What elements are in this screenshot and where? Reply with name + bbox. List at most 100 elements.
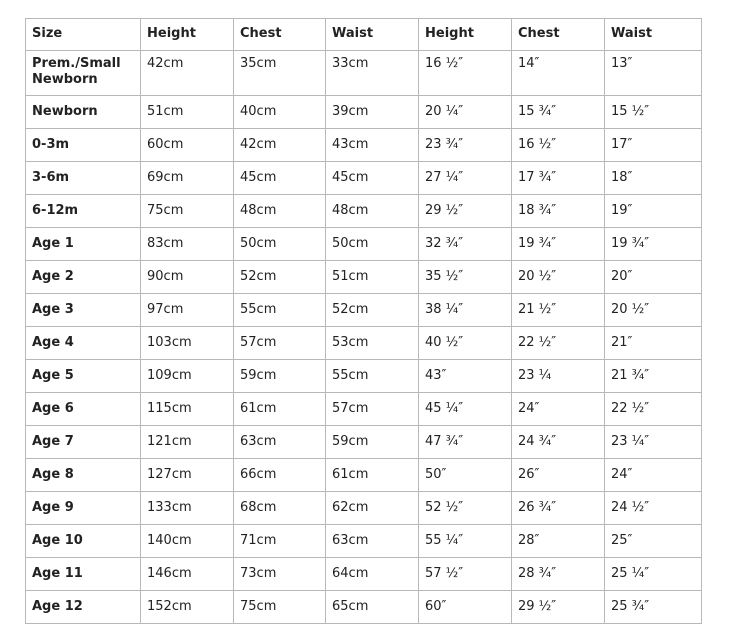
measurement-cell: 23 ¼ (511, 359, 605, 393)
size-cell: 3-6m (25, 161, 141, 195)
measurement-cell: 47 ¾″ (418, 425, 512, 459)
table-row: Age 11 146cm 73cm 64cm 57 ½″ 28 ¾″ 25 ¼″ (25, 557, 702, 591)
measurement-cell: 50cm (325, 227, 419, 261)
measurement-cell: 71cm (233, 524, 326, 558)
measurement-cell: 16 ½″ (511, 128, 605, 162)
table-row: Age 4 103cm 57cm 53cm 40 ½″ 22 ½″ 21″ (25, 326, 702, 360)
size-cell: Age 9 (25, 491, 141, 525)
measurement-cell: 20 ½″ (511, 260, 605, 294)
table-row: Age 2 90cm 52cm 51cm 35 ½″ 20 ½″ 20″ (25, 260, 702, 294)
measurement-cell: 23 ¼″ (604, 425, 702, 459)
column-header: Waist (325, 18, 419, 51)
measurement-cell: 13″ (604, 50, 702, 96)
measurement-cell: 25 ¾″ (604, 590, 702, 624)
measurement-cell: 140cm (140, 524, 234, 558)
measurement-cell: 19 ¾″ (604, 227, 702, 261)
size-cell: Age 6 (25, 392, 141, 426)
measurement-cell: 24 ½″ (604, 491, 702, 525)
column-header: Waist (604, 18, 702, 51)
measurement-cell: 24″ (604, 458, 702, 492)
measurement-cell: 21″ (604, 326, 702, 360)
measurement-cell: 28 ¾″ (511, 557, 605, 591)
measurement-cell: 52cm (325, 293, 419, 327)
size-cell: Age 7 (25, 425, 141, 459)
measurement-cell: 38 ¼″ (418, 293, 512, 327)
size-cell: Age 5 (25, 359, 141, 393)
measurement-cell: 20 ¼″ (418, 95, 512, 129)
size-cell: Age 2 (25, 260, 141, 294)
measurement-cell: 121cm (140, 425, 234, 459)
measurement-cell: 59cm (325, 425, 419, 459)
measurement-cell: 40cm (233, 95, 326, 129)
measurement-cell: 39cm (325, 95, 419, 129)
table-row: Newborn 51cm 40cm 39cm 20 ¼″ 15 ¾″ 15 ½″ (25, 95, 702, 129)
measurement-cell: 43cm (325, 128, 419, 162)
measurement-cell: 103cm (140, 326, 234, 360)
measurement-cell: 52 ½″ (418, 491, 512, 525)
measurement-cell: 50cm (233, 227, 326, 261)
size-cell: Age 1 (25, 227, 141, 261)
size-cell: Age 11 (25, 557, 141, 591)
measurement-cell: 75cm (233, 590, 326, 624)
measurement-cell: 19″ (604, 194, 702, 228)
measurement-cell: 35 ½″ (418, 260, 512, 294)
column-header: Chest (233, 18, 326, 51)
measurement-cell: 24″ (511, 392, 605, 426)
measurement-cell: 60″ (418, 590, 512, 624)
table-row: Age 6 115cm 61cm 57cm 45 ¼″ 24″ 22 ½″ (25, 392, 702, 426)
measurement-cell: 45cm (233, 161, 326, 195)
measurement-cell: 69cm (140, 161, 234, 195)
measurement-cell: 35cm (233, 50, 326, 96)
measurement-cell: 42cm (233, 128, 326, 162)
size-cell: Age 10 (25, 524, 141, 558)
measurement-cell: 40 ½″ (418, 326, 512, 360)
measurement-cell: 16 ½″ (418, 50, 512, 96)
measurement-cell: 25″ (604, 524, 702, 558)
table-row: Age 3 97cm 55cm 52cm 38 ¼″ 21 ½″ 20 ½″ (25, 293, 702, 327)
measurement-cell: 45 ¼″ (418, 392, 512, 426)
measurement-cell: 20″ (604, 260, 702, 294)
measurement-cell: 21 ½″ (511, 293, 605, 327)
table-row: Age 12 152cm 75cm 65cm 60″ 29 ½″ 25 ¾″ (25, 590, 702, 624)
measurement-cell: 24 ¾″ (511, 425, 605, 459)
size-cell: Age 3 (25, 293, 141, 327)
measurement-cell: 127cm (140, 458, 234, 492)
measurement-cell: 28″ (511, 524, 605, 558)
column-header: Height (418, 18, 512, 51)
measurement-cell: 22 ½″ (604, 392, 702, 426)
measurement-cell: 25 ¼″ (604, 557, 702, 591)
measurement-cell: 51cm (325, 260, 419, 294)
measurement-cell: 62cm (325, 491, 419, 525)
measurement-cell: 53cm (325, 326, 419, 360)
measurement-cell: 146cm (140, 557, 234, 591)
measurement-cell: 19 ¾″ (511, 227, 605, 261)
measurement-cell: 57cm (233, 326, 326, 360)
table-row: Age 1 83cm 50cm 50cm 32 ¾″ 19 ¾″ 19 ¾″ (25, 227, 702, 261)
size-cell: Age 12 (25, 590, 141, 624)
measurement-cell: 59cm (233, 359, 326, 393)
measurement-cell: 109cm (140, 359, 234, 393)
measurement-cell: 22 ½″ (511, 326, 605, 360)
measurement-cell: 65cm (325, 590, 419, 624)
measurement-cell: 152cm (140, 590, 234, 624)
size-cell: Prem./Small Newborn (25, 50, 141, 96)
table-row: Age 5 109cm 59cm 55cm 43″ 23 ¼ 21 ¾″ (25, 359, 702, 393)
measurement-cell: 50″ (418, 458, 512, 492)
measurement-cell: 33cm (325, 50, 419, 96)
column-header: Size (25, 18, 141, 51)
table-row: Prem./Small Newborn 42cm 35cm 33cm 16 ½″ 14″ 1… (25, 50, 702, 96)
measurement-cell: 29 ½″ (418, 194, 512, 228)
measurement-cell: 115cm (140, 392, 234, 426)
measurement-cell: 17 ¾″ (511, 161, 605, 195)
size-cell: 6-12m (25, 194, 141, 228)
measurement-cell: 20 ½″ (604, 293, 702, 327)
measurement-cell: 48cm (325, 194, 419, 228)
measurement-cell: 48cm (233, 194, 326, 228)
measurement-cell: 55cm (233, 293, 326, 327)
measurement-cell: 68cm (233, 491, 326, 525)
measurement-cell: 60cm (140, 128, 234, 162)
measurement-cell: 57 ½″ (418, 557, 512, 591)
table-row: Age 8 127cm 66cm 61cm 50″ 26″ 24″ (25, 458, 702, 492)
measurement-cell: 27 ¼″ (418, 161, 512, 195)
table-row: Age 10 140cm 71cm 63cm 55 ¼″ 28″ 25″ (25, 524, 702, 558)
